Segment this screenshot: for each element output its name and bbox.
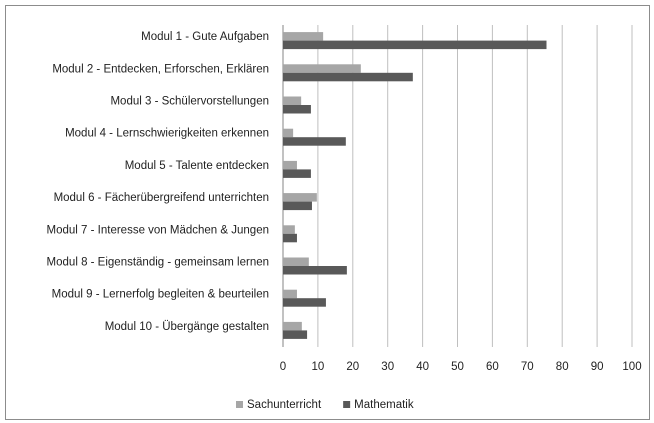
y-tick-label: Modul 2 - Entdecken, Erforschen, Erkläre… bbox=[52, 63, 269, 75]
x-tick-label: 40 bbox=[416, 361, 429, 373]
bar bbox=[283, 257, 309, 266]
x-tick-label: 90 bbox=[591, 361, 604, 373]
y-tick-label: Modul 8 - Eigenständig - gemeinsam lerne… bbox=[47, 257, 269, 269]
bar bbox=[283, 289, 297, 299]
x-tick-label: 10 bbox=[312, 361, 325, 373]
bar bbox=[283, 193, 317, 202]
bar bbox=[283, 72, 413, 82]
y-tick-label: Modul 9 - Lernerfolg begleiten & beurtei… bbox=[52, 289, 269, 301]
bar bbox=[283, 105, 311, 114]
legend-label: Sachunterricht bbox=[247, 399, 322, 411]
y-tick-label: Modul 6 - Fächerübergreifend unterrichte… bbox=[54, 192, 269, 204]
x-tick-label: 70 bbox=[521, 361, 534, 373]
legend-label: Mathematik bbox=[354, 399, 414, 411]
bar bbox=[283, 32, 324, 41]
bar bbox=[283, 64, 361, 73]
bar bbox=[283, 128, 294, 138]
bar bbox=[283, 298, 326, 307]
legend-swatch bbox=[343, 401, 351, 408]
bar bbox=[283, 330, 308, 339]
y-tick-label: Modul 7 - Interesse von Mädchen & Jungen bbox=[47, 224, 269, 236]
x-tick-label: 20 bbox=[346, 361, 359, 373]
bar bbox=[283, 169, 311, 178]
bar bbox=[283, 160, 297, 170]
x-tick-label: 80 bbox=[556, 361, 569, 373]
y-tick-label: Modul 10 - Übergänge gestalten bbox=[105, 321, 269, 333]
x-tick-label: 50 bbox=[451, 361, 464, 373]
x-tick-label: 0 bbox=[280, 361, 286, 373]
bar bbox=[283, 233, 297, 243]
bar bbox=[283, 225, 295, 234]
x-tick-label: 100 bbox=[622, 361, 641, 373]
x-tick-label: 60 bbox=[486, 361, 499, 373]
y-tick-label: Modul 4 - Lernschwierigkeiten erkennen bbox=[65, 128, 269, 140]
bar bbox=[283, 96, 302, 105]
y-tick-label: Modul 1 - Gute Aufgaben bbox=[141, 31, 269, 43]
y-tick-label: Modul 5 - Talente entdecken bbox=[125, 160, 269, 172]
bar bbox=[283, 40, 547, 50]
bar bbox=[283, 321, 302, 331]
legend-swatch bbox=[236, 401, 243, 408]
bar bbox=[283, 201, 312, 211]
bar bbox=[283, 266, 347, 275]
x-tick-label: 30 bbox=[381, 361, 394, 373]
y-tick-label: Modul 3 - Schülervorstellungen bbox=[110, 96, 269, 108]
bar bbox=[283, 137, 346, 146]
